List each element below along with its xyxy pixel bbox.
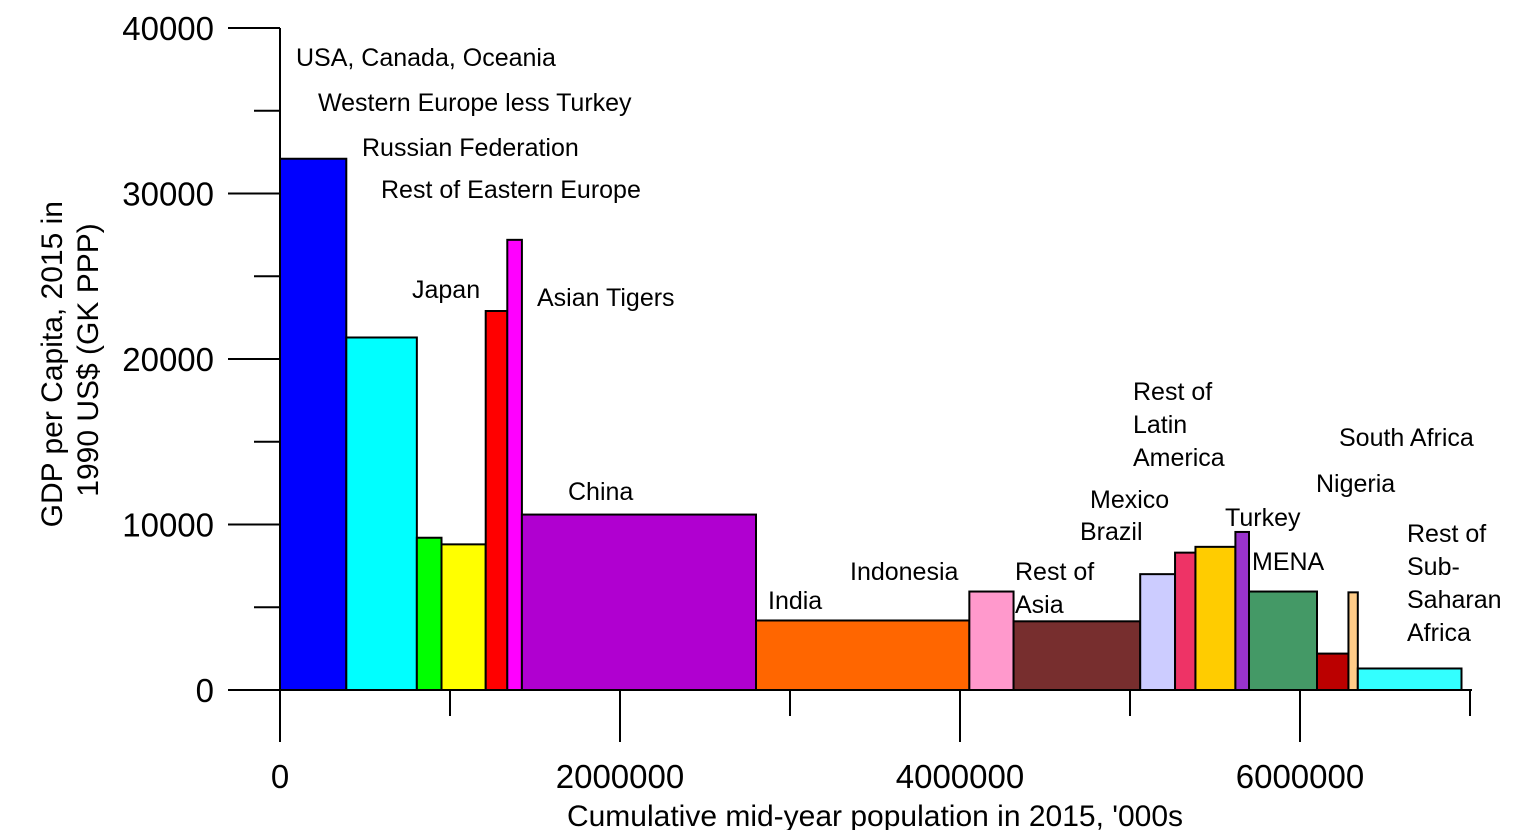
region-label-line: Rest of Eastern Europe	[381, 176, 641, 204]
bar-china	[520, 513, 757, 691]
region-label-line: Rest of	[1407, 520, 1486, 548]
bar-western-europe-less-turkey	[345, 336, 418, 691]
bar-rest-of-sub-saharan-africa	[1356, 667, 1463, 691]
region-label-line: Asian Tigers	[537, 284, 675, 312]
region-label-line: Indonesia	[850, 558, 959, 586]
y-axis-label: GDP per Capita, 2015 in 1990 US$ (GK PPP…	[36, 193, 105, 528]
region-label-line: China	[568, 478, 633, 506]
region-label-line: Africa	[1407, 619, 1471, 647]
region-label-line: Mexico	[1090, 486, 1169, 514]
y-tick-label: 0	[196, 672, 214, 709]
region-label-line: India	[768, 587, 822, 615]
region-label-usa-canada-oceania: USA, Canada, Oceania	[296, 44, 556, 72]
region-label-turkey: Turkey	[1225, 504, 1301, 532]
bar-rest-of-latin-america	[1139, 573, 1177, 692]
y-ticks-group: 0 10000 20000 30000 40000	[122, 10, 280, 709]
bar-south-africa	[1347, 591, 1359, 691]
bar-brazil	[1194, 545, 1237, 692]
bar-nigeria	[1316, 652, 1350, 692]
region-label-russian-federation: Russian Federation	[362, 134, 579, 162]
region-label-line: Brazil	[1080, 518, 1143, 546]
region-label-line: Sub-	[1407, 553, 1460, 581]
bar-indonesia	[968, 590, 1015, 692]
region-label-line: Russian Federation	[362, 134, 579, 162]
region-label-indonesia: Indonesia	[850, 558, 959, 586]
region-label-line: Western Europe less Turkey	[318, 89, 632, 117]
region-label-line: Turkey	[1225, 504, 1301, 532]
region-label-india: India	[768, 587, 822, 615]
bars-group	[279, 157, 1463, 692]
x-tick-label: 4000000	[896, 758, 1024, 795]
bar-japan	[484, 310, 509, 691]
region-label-line: Japan	[412, 276, 480, 304]
region-label-rest-of-asia: Rest of Asia	[1015, 558, 1094, 619]
region-label-south-africa: South Africa	[1339, 424, 1474, 452]
region-label-nigeria: Nigeria	[1316, 470, 1395, 498]
bar-rest-of-asia	[1012, 620, 1142, 692]
bar-turkey	[1234, 530, 1251, 692]
x-ticks-group: 0 2000000 4000000 6000000	[271, 690, 1471, 795]
bar-rest-of-eastern-europe	[440, 543, 487, 691]
bar-asian-tigers	[506, 238, 523, 691]
region-label-line: Nigeria	[1316, 470, 1395, 498]
region-label-line: America	[1133, 444, 1225, 472]
region-label-japan: Japan	[412, 276, 480, 304]
y-axis-label-line-2: 1990 US$ (GK PPP)	[72, 223, 105, 496]
region-label-rest-of-sub-saharan-africa: Rest of Sub- Saharan Africa	[1407, 520, 1502, 647]
region-label-rest-of-latin-america: Rest of Latin America	[1133, 378, 1225, 472]
region-label-mena: MENA	[1252, 548, 1325, 576]
bar-mena	[1248, 590, 1318, 692]
region-label-line: Rest of	[1133, 378, 1212, 406]
bar-india	[755, 619, 971, 691]
y-tick-label: 10000	[122, 507, 214, 544]
region-labels-group: USA, Canada, Oceania Western Europe less …	[296, 44, 1502, 647]
x-axis-label: Cumulative mid-year population in 2015, …	[567, 800, 1183, 830]
bar-usa-canada-oceania	[279, 157, 348, 691]
x-tick-label: 2000000	[556, 758, 684, 795]
region-label-line: Saharan	[1407, 586, 1502, 614]
region-label-line: Asia	[1015, 591, 1064, 619]
bar-russian-federation	[415, 536, 443, 691]
y-tick-label: 30000	[122, 176, 214, 213]
region-label-china: China	[568, 478, 633, 506]
bar-mexico	[1174, 551, 1197, 692]
region-label-line: Rest of	[1015, 558, 1094, 586]
y-tick-label: 20000	[122, 341, 214, 378]
region-label-brazil: Brazil	[1080, 518, 1143, 546]
y-tick-label: 40000	[122, 10, 214, 47]
region-label-asian-tigers: Asian Tigers	[537, 284, 675, 312]
region-label-line: South Africa	[1339, 424, 1474, 452]
region-label-western-europe-less-turkey: Western Europe less Turkey	[318, 89, 632, 117]
region-label-rest-of-eastern-europe: Rest of Eastern Europe	[381, 176, 641, 204]
region-label-mexico: Mexico	[1090, 486, 1169, 514]
region-label-line: Latin	[1133, 411, 1187, 439]
x-tick-label: 0	[271, 758, 289, 795]
region-label-line: USA, Canada, Oceania	[296, 44, 556, 72]
y-axis-label-line-1: GDP per Capita, 2015 in	[36, 201, 69, 527]
region-label-line: MENA	[1252, 548, 1325, 576]
x-tick-label: 6000000	[1236, 758, 1364, 795]
